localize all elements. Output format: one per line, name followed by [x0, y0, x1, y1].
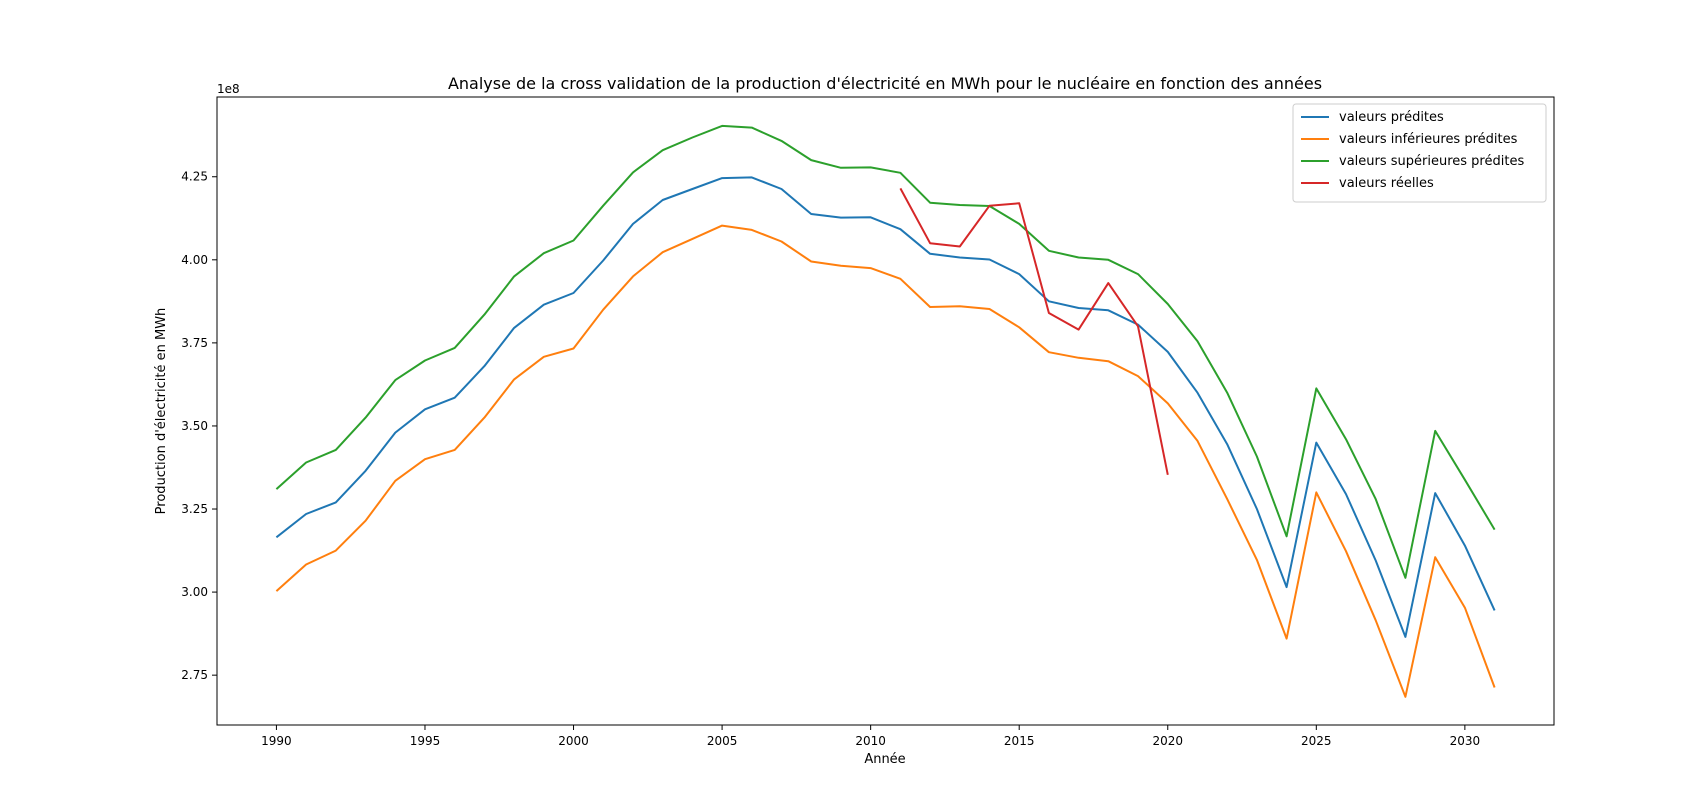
x-tick-label: 2000	[558, 734, 589, 748]
x-tick-label: 1995	[410, 734, 441, 748]
x-tick-label: 2030	[1450, 734, 1481, 748]
y-axis: 2.75 3.00 3.25 3.50 3.75 4.00 4.25	[181, 170, 217, 682]
x-axis-label: Année	[864, 752, 905, 767]
plot-lines	[275, 124, 1496, 698]
y-tick-label: 3.50	[181, 419, 208, 433]
plot-frame	[216, 96, 1555, 726]
x-tick-label: 2005	[707, 734, 738, 748]
x-tick-label: 1990	[261, 734, 292, 748]
legend-label: valeurs réelles	[1339, 176, 1434, 191]
legend-label: valeurs prédites	[1339, 110, 1444, 125]
x-tick-label: 2025	[1301, 734, 1332, 748]
y-tick-label: 4.00	[181, 253, 208, 267]
series-line-1	[275, 224, 1496, 698]
legend-label: valeurs inférieures prédites	[1339, 132, 1518, 147]
legend-box	[1292, 103, 1547, 203]
y-tick-label: 3.25	[181, 502, 208, 516]
x-axis: 1990 1995 2000 2005 2010 2015 2020 2025 2030	[261, 725, 1480, 748]
x-tick-label: 2020	[1152, 734, 1183, 748]
y-offset-text: 1e8	[217, 82, 240, 96]
x-tick-label: 2010	[855, 734, 886, 748]
y-tick-label: 3.75	[181, 336, 208, 350]
x-tick-label: 2015	[1004, 734, 1035, 748]
y-tick-label: 3.00	[181, 585, 208, 599]
legend-label: valeurs supérieures prédites	[1339, 154, 1524, 169]
y-axis-label: Production d'électricité en MWh	[154, 308, 169, 515]
chart-title: Analyse de la cross validation de la pro…	[448, 74, 1322, 93]
series-line-3	[899, 187, 1169, 475]
y-tick-label: 2.75	[181, 668, 208, 682]
series-line-0	[275, 176, 1496, 638]
y-tick-label: 4.25	[181, 170, 208, 184]
legend: valeurs prédites valeurs inférieures préd…	[1292, 103, 1547, 203]
series-line-2	[275, 124, 1496, 579]
